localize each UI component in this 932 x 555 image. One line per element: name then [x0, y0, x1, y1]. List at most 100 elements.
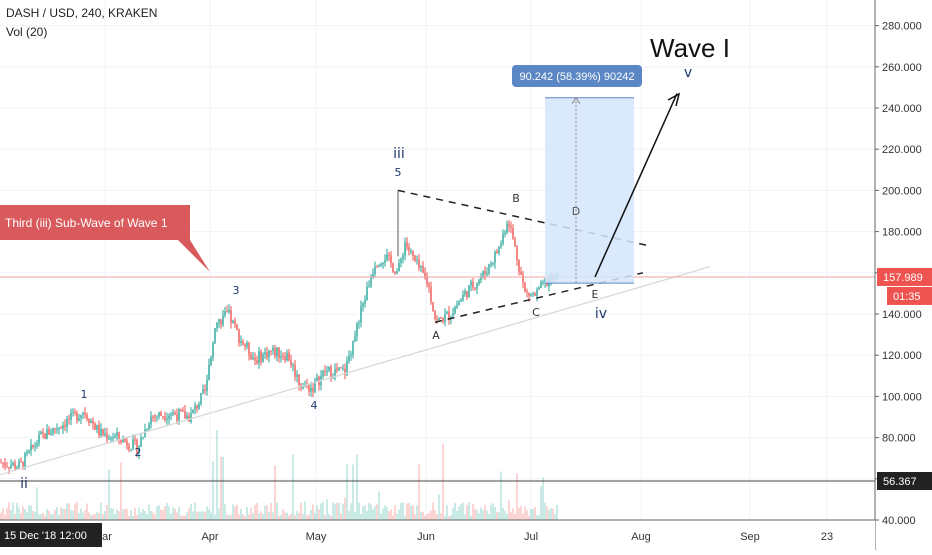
- volume-bar: [126, 509, 128, 520]
- candle-body: [350, 354, 352, 356]
- candle-body: [104, 433, 106, 436]
- candle-body: [472, 281, 474, 288]
- candle-body: [466, 290, 468, 298]
- candle-body: [438, 317, 440, 320]
- candle-body: [340, 367, 342, 369]
- candle-body: [388, 254, 390, 256]
- candle-body: [80, 414, 82, 419]
- candle-body: [536, 289, 538, 296]
- volume-bar: [146, 514, 148, 520]
- volume-bar: [376, 504, 378, 520]
- candle-body: [396, 271, 398, 274]
- volume-bar: [476, 510, 478, 520]
- candle-body: [62, 424, 64, 429]
- volume-bar: [370, 504, 372, 520]
- price-tick-label: 180.000: [882, 227, 922, 239]
- candle-body: [258, 351, 260, 364]
- candle-body: [462, 294, 464, 300]
- volume-bar: [102, 514, 104, 520]
- price-tick-label: 200.000: [882, 185, 922, 197]
- candle-body: [488, 264, 490, 274]
- candle-body: [128, 445, 130, 450]
- candle-body: [382, 262, 384, 264]
- volume-bar: [42, 512, 44, 520]
- price-tick-label: 280.000: [882, 21, 922, 33]
- volume-bar: [210, 512, 212, 520]
- price-tick-label: 120.000: [882, 350, 922, 362]
- candle-body: [192, 409, 194, 413]
- volume-bar: [486, 510, 488, 520]
- volume-bar: [92, 514, 94, 520]
- projection-arrow: [594, 93, 678, 278]
- volume-bar: [256, 502, 258, 520]
- candle-body: [208, 364, 210, 380]
- wave-label: v: [684, 65, 692, 81]
- volume-bar: [196, 511, 198, 520]
- volume-bar: [154, 514, 156, 520]
- volume-bar: [78, 513, 80, 520]
- volume-bar: [198, 511, 200, 520]
- wave-label: 4: [311, 399, 318, 412]
- volume-bar: [342, 503, 344, 520]
- candle-body: [102, 428, 104, 436]
- volume-bar: [418, 464, 420, 520]
- volume-bar: [438, 494, 440, 520]
- volume-bar: [480, 507, 482, 520]
- candle-body: [24, 453, 26, 468]
- symbol-title[interactable]: DASH / USD, 240, KRAKEN: [6, 6, 158, 20]
- candle-body: [86, 414, 88, 420]
- volume-bar: [400, 503, 402, 520]
- candle-body: [90, 420, 92, 424]
- candle-body: [238, 329, 240, 343]
- candle-body: [116, 432, 118, 436]
- candle-body: [88, 419, 90, 424]
- projection-arrowhead: [667, 92, 681, 107]
- volume-bar: [50, 513, 52, 520]
- candle-body: [218, 319, 220, 323]
- candle-body: [292, 364, 294, 366]
- volume-bar: [66, 503, 68, 520]
- volume-bar: [504, 510, 506, 520]
- candle-body: [74, 411, 76, 413]
- candle-body: [348, 355, 350, 361]
- candle-body: [326, 370, 328, 373]
- countdown-tag-bg: [887, 286, 932, 305]
- candle-body: [206, 379, 208, 392]
- candle-body: [30, 444, 32, 451]
- volume-bar: [104, 511, 106, 520]
- candle-body: [322, 370, 324, 376]
- volume-bar: [528, 515, 530, 520]
- volume-bar: [360, 513, 362, 520]
- volume-bar: [16, 503, 18, 520]
- volume-bar: [548, 510, 550, 520]
- volume-bar: [356, 454, 358, 520]
- volume-bar: [120, 462, 122, 520]
- candle-body: [232, 320, 234, 323]
- candle-body: [522, 274, 524, 283]
- candle-body: [234, 320, 236, 325]
- volume-bar: [170, 513, 172, 520]
- candle-body: [284, 356, 286, 361]
- volume-bar: [208, 509, 210, 520]
- candle-body: [34, 446, 36, 448]
- cursor-time-tag-bg: [0, 523, 102, 547]
- volume-indicator-label[interactable]: Vol (20): [6, 25, 48, 39]
- candle-body: [98, 424, 100, 436]
- candle-body: [198, 403, 200, 409]
- candle-body: [142, 437, 144, 439]
- measure-label-bg: [512, 65, 642, 87]
- volume-bar: [362, 506, 364, 520]
- candle-body: [108, 438, 110, 440]
- volume-bar: [466, 504, 468, 520]
- volume-bar: [212, 461, 214, 520]
- volume-bar: [246, 506, 248, 520]
- volume-bar: [294, 515, 296, 520]
- volume-bar: [442, 443, 444, 520]
- candle-body: [474, 287, 476, 289]
- candle-body: [148, 424, 150, 430]
- candle-body: [166, 418, 168, 420]
- candle-body: [16, 467, 18, 469]
- volume-bar: [80, 508, 82, 520]
